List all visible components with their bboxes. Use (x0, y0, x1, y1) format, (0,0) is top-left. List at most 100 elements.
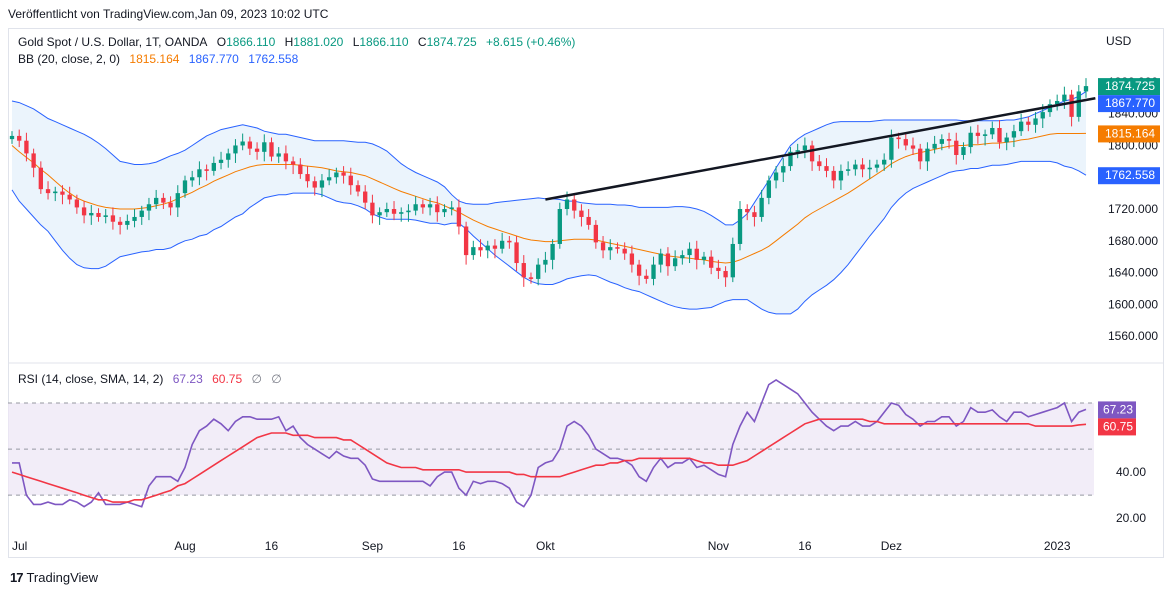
candle-body (528, 277, 534, 279)
candle-body (67, 194, 72, 200)
candle-body (593, 224, 599, 243)
candle-body (1026, 121, 1031, 125)
candle-body (889, 137, 894, 160)
candle-body (1018, 121, 1024, 132)
candle-body (449, 207, 454, 210)
candle-body (781, 166, 786, 173)
candle-body (882, 159, 887, 165)
candle-body (838, 170, 844, 181)
symbol-legend[interactable]: Gold Spot / U.S. Dollar, 1T, OANDA O1866… (18, 35, 581, 49)
candle-body (817, 161, 822, 167)
candle-body (168, 202, 173, 208)
candle-body (45, 189, 51, 194)
candle-body (132, 216, 137, 221)
candle-body (745, 209, 750, 213)
symbol-title: Gold Spot / U.S. Dollar, 1T, OANDA (18, 35, 208, 49)
rsi-line (12, 379, 1087, 508)
published-text: Veröffentlicht von TradingView.com,Jan 0… (8, 7, 329, 21)
candle-body (990, 127, 995, 135)
candle-body (139, 210, 144, 217)
candle-body (197, 169, 202, 178)
candle-body (975, 132, 981, 136)
candle-body (240, 141, 245, 146)
price-label-box (1098, 95, 1160, 113)
x-tick-label: 16 (265, 539, 279, 553)
candle-body (896, 137, 901, 140)
candle-body (283, 153, 289, 162)
candle-body (845, 169, 851, 171)
candle-body (363, 191, 368, 203)
ohlc-change: +8.615 (+0.46%) (485, 35, 576, 49)
rsi-value: 67.23 (172, 372, 203, 386)
candle-body (226, 153, 231, 160)
candle-body (788, 151, 793, 167)
price-label: 1874.725 (1105, 79, 1155, 93)
candle-body (269, 142, 274, 157)
candle-body (233, 145, 238, 154)
candle-body (932, 143, 937, 149)
tradingview-footer[interactable]: 17 TradingView (10, 570, 98, 585)
price-label: 1762.558 (1105, 168, 1155, 182)
price-label-box (1098, 125, 1160, 143)
candle-body (492, 245, 498, 249)
rsi-ma-line (11, 418, 1087, 503)
candle-body (701, 256, 707, 260)
candle-body (572, 199, 577, 211)
candle-body (550, 243, 555, 260)
candle-body (247, 141, 253, 149)
tradingview-logo-icon: 17 (10, 570, 24, 585)
candle-body (262, 142, 267, 152)
candle-body (658, 253, 663, 265)
y-tick-label: 1680.000 (1108, 234, 1158, 248)
candle-body (298, 164, 303, 175)
y-tick-label: 1600.000 (1108, 297, 1158, 311)
y-axis-unit: USD (1106, 34, 1132, 48)
candle-body (190, 177, 195, 181)
candle-body (536, 264, 541, 279)
candle-body (420, 204, 426, 208)
candle-body (773, 172, 779, 181)
candle-body (759, 197, 764, 217)
rsi-legend[interactable]: RSI (14, close, SMA, 14, 2) 67.23 60.75 … (18, 372, 288, 386)
x-tick-label: Aug (174, 539, 195, 553)
candle-body (182, 180, 188, 194)
candle-body (687, 248, 692, 256)
ohlc-low: L1866.110 (352, 35, 409, 49)
candle-body (175, 193, 180, 208)
candle-body (427, 204, 433, 208)
bb-upper-value: 1867.770 (188, 52, 239, 66)
candle-body (903, 139, 908, 146)
candle-body (326, 177, 332, 181)
candle-body (615, 247, 620, 249)
candle-body (997, 127, 1002, 143)
candle-body (341, 172, 346, 176)
candle-body (874, 164, 880, 168)
candle-body (918, 148, 923, 162)
candle-body (600, 242, 606, 251)
candle-body (103, 215, 108, 217)
x-tick-label: Dez (881, 539, 902, 553)
candle-body (38, 167, 43, 190)
candle-body (1033, 118, 1038, 125)
x-tick-label: Nov (708, 539, 729, 553)
price-label-box (1098, 167, 1160, 185)
candle-body (564, 199, 570, 210)
bb-basis-value: 1815.164 (129, 52, 180, 66)
candle-body (586, 216, 591, 225)
candle-body (204, 169, 209, 171)
candle-body (81, 207, 87, 216)
candle-body (608, 247, 613, 251)
candle-body (557, 209, 562, 244)
bb-title: BB (20, close, 2, 0) (18, 52, 121, 66)
candle-body (153, 197, 159, 205)
price-label-box (1098, 78, 1160, 96)
candle-body (910, 145, 916, 149)
candle-body (456, 207, 462, 227)
candle-body (802, 145, 808, 151)
price-chart[interactable]: 1560.000 1600.000 1640.000 1680.000 1720.000… (0, 0, 1172, 560)
ohlc-open: O1866.110 (216, 35, 276, 49)
candle-body (968, 132, 973, 148)
candle-body (1062, 94, 1067, 101)
hidden-value-icon: ∅ (251, 372, 262, 386)
bb-legend[interactable]: BB (20, close, 2, 0) 1815.164 1867.770 1… (18, 52, 304, 66)
